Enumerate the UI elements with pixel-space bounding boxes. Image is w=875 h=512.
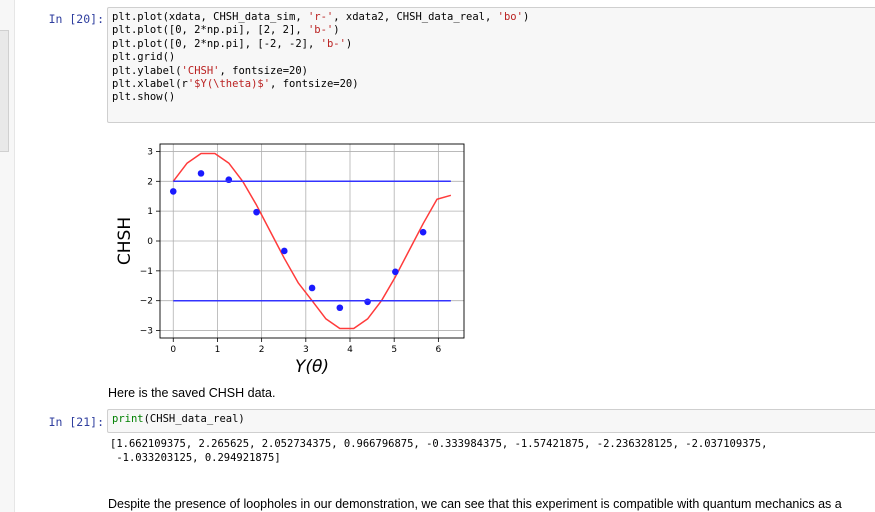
y-tick-label: −3 [140,327,153,337]
code-token: ) [345,37,353,50]
markdown-saved-data-note: Here is the saved CHSH data. [108,386,276,400]
y-tick-label: −2 [140,297,153,307]
code-token: , fontsize=20) [219,64,308,77]
code-token: 'b-' [320,37,346,50]
chart-ticks: 0 1 2 3 4 5 6 −3 −2 −1 0 1 2 3 [140,147,442,355]
cell-21-prompt: In [21]: [48,415,104,429]
cell-20-code-line: plt.plot([0, 2*np.pi], [2, 2], 'b-') [112,24,871,37]
measured-data-point [197,170,205,177]
measured-data-point [419,228,427,236]
output-line: -1.033203125, 0.294921875] [110,452,281,464]
measured-data-point [364,298,371,306]
y-axis-label: CHSH [115,217,135,265]
code-token: plt.show() [112,91,176,104]
cell-21-code-input[interactable]: print(CHSH_data_real) [107,409,875,433]
x-axis-label: Y(θ) [295,357,329,377]
code-token: 'bo' [497,11,523,23]
chart-grid [160,144,464,338]
code-token: plt.plot([0, 2*np.pi], [2, 2], [112,24,308,37]
x-tick-label: 2 [259,345,265,355]
x-tick-label: 6 [436,345,442,355]
code-token: , fontsize=20) [270,77,359,90]
y-tick-label: 2 [147,177,153,187]
code-token: 'r-' [307,11,334,23]
measured-data-point [308,284,316,292]
chart-series [169,152,452,330]
code-token: ) [522,11,530,23]
y-tick-label: 0 [147,237,153,247]
measured-data-point [253,208,260,216]
measured-data-point [392,268,399,276]
side-panel-tab[interactable] [0,30,9,152]
x-tick-label: 4 [347,345,353,355]
code-token: (CHSH_data_real) [143,413,245,425]
code-token: print [112,413,144,425]
cell-20-code-line: plt.plot(xdata, CHSH_data_sim, 'r-', xda… [112,11,871,24]
measured-data-point [169,188,177,195]
cell-20-prompt: In [20]: [48,12,104,26]
x-tick-label: 0 [170,345,176,355]
measured-data-point [336,304,344,312]
chsh-line-chart: 0 1 2 3 4 5 6 −3 −2 −1 0 1 2 3 CHSH Y(θ) [115,143,465,377]
measured-data-point [281,247,288,255]
cell-20-code-line: plt.ylabel('CHSH', fontsize=20) [112,65,871,78]
y-tick-label: 1 [147,207,153,217]
left-panel-edge [0,0,15,512]
cell-21-code-line: print(CHSH_data_real) [112,413,871,426]
y-tick-label: 3 [147,147,153,157]
cell-20-code-line: plt.grid() [112,51,871,64]
code-token: 'b-' [307,24,334,37]
code-token: , xdata2, CHSH_data_real, [333,11,498,23]
x-tick-label: 5 [391,345,397,355]
markdown-conclusion-text: Despite the presence of loopholes in our… [108,497,842,511]
x-tick-label: 1 [215,345,221,355]
code-token: ) [333,24,340,37]
code-token: plt.plot([0, 2*np.pi], [-2, -2], [112,37,321,50]
y-tick-label: −1 [140,267,153,277]
cell-20-code-line: plt.xlabel(r'$Y(\theta)$', fontsize=20) [112,78,871,91]
code-token: plt.ylabel( [112,64,182,77]
cell-20-code-line: plt.show() [112,91,871,104]
code-token: plt.grid() [112,51,176,64]
output-line: [1.662109375, 2.265625, 2.052734375, 0.9… [110,438,768,450]
cell-20-code-line: plt.plot([0, 2*np.pi], [-2, -2], 'b-') [112,38,871,51]
code-token: plt.xlabel(r [112,77,188,90]
code-token: plt.plot(xdata, CHSH_data_sim, [112,11,308,23]
code-token: 'CHSH' [181,64,220,77]
x-tick-label: 3 [303,345,309,355]
cell-20-code-input[interactable]: plt.plot(xdata, CHSH_data_sim, 'r-', xda… [107,7,875,123]
code-token: '$Y(\theta)$' [187,77,271,90]
cell-21-output: [1.662109375, 2.265625, 2.052734375, 0.9… [110,437,875,465]
